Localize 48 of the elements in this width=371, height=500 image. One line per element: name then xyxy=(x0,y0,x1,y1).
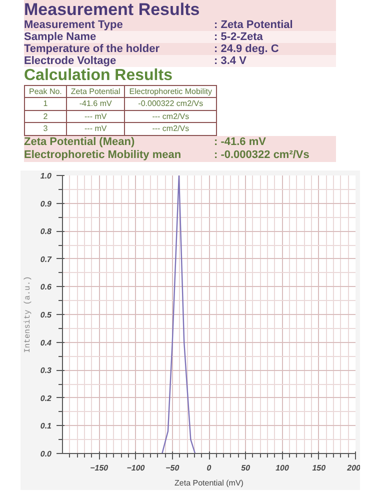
y-tick-label: 0.2 xyxy=(40,394,52,403)
y-tick-label: 0.6 xyxy=(40,282,52,292)
text: Electrophoretic Mobility xyxy=(124,86,216,98)
x-tick-label: −50 xyxy=(166,464,180,472)
text: Electrode Voltage xyxy=(24,55,118,67)
text: : Zeta Potential xyxy=(214,19,293,31)
x-tick-label: −100 xyxy=(126,464,146,472)
y-tick-label: 0.9 xyxy=(40,199,52,208)
text: Measurement Type xyxy=(24,19,124,31)
y-tick-label: 0.4 xyxy=(40,338,52,348)
text: : -41.6 mV xyxy=(214,136,266,149)
text: Zeta Potential xyxy=(66,86,125,98)
text: Temperature of the holder xyxy=(24,43,160,55)
x-tick-label: 0 xyxy=(206,464,212,472)
text: : 5-2-Zeta xyxy=(214,31,263,43)
chart-subtitle: Calculation Results xyxy=(24,67,174,85)
y-tick-label: 1.0 xyxy=(40,172,52,180)
text: -41.6 mV xyxy=(66,98,125,110)
y-tick-label: 0.1 xyxy=(40,422,52,431)
y-tick-label: 0.0 xyxy=(40,450,52,458)
text: --- mV xyxy=(66,110,125,123)
text: Peak No. xyxy=(24,86,66,98)
text: Zeta Potential (Mean) xyxy=(24,136,136,149)
x-tick-label: 100 xyxy=(276,464,290,472)
x-axis-title: Zeta Potential (mV) xyxy=(174,478,244,488)
text: : -0.000322 cm²/Vs xyxy=(214,148,310,162)
text: Sample Name xyxy=(24,31,98,43)
text: 1 xyxy=(24,98,66,110)
y-tick-label: 0.7 xyxy=(40,254,52,264)
text: 2 xyxy=(24,110,66,123)
y-tick-label: 0.5 xyxy=(40,310,52,320)
x-tick-label: 150 xyxy=(312,464,326,472)
y-axis-title: Intensity (a.u.) xyxy=(23,276,32,353)
line-series xyxy=(162,176,196,454)
x-tick-label: 200 xyxy=(346,464,362,472)
text: 3 xyxy=(24,122,66,136)
x-tick-label: 50 xyxy=(241,464,251,472)
text: -0.000322 cm2/Vs xyxy=(124,98,216,110)
y-tick-label: 0.3 xyxy=(40,366,52,376)
text: : 24.9 deg. C xyxy=(214,43,279,55)
text: --- cm2/Vs xyxy=(124,122,216,136)
y-tick-label: 0.8 xyxy=(40,227,52,236)
x-tick-label: −150 xyxy=(90,464,109,472)
text: : 3.4 V xyxy=(214,55,246,67)
text: --- mV xyxy=(66,122,125,136)
text: --- cm2/Vs xyxy=(124,110,216,123)
text: Electrophoretic Mobility mean xyxy=(24,148,182,162)
chart-title: Measurement Results xyxy=(24,0,336,19)
